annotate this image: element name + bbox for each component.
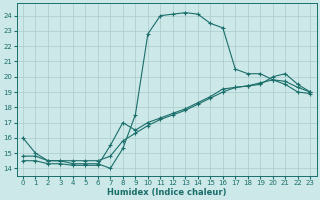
X-axis label: Humidex (Indice chaleur): Humidex (Indice chaleur) (107, 188, 226, 197)
